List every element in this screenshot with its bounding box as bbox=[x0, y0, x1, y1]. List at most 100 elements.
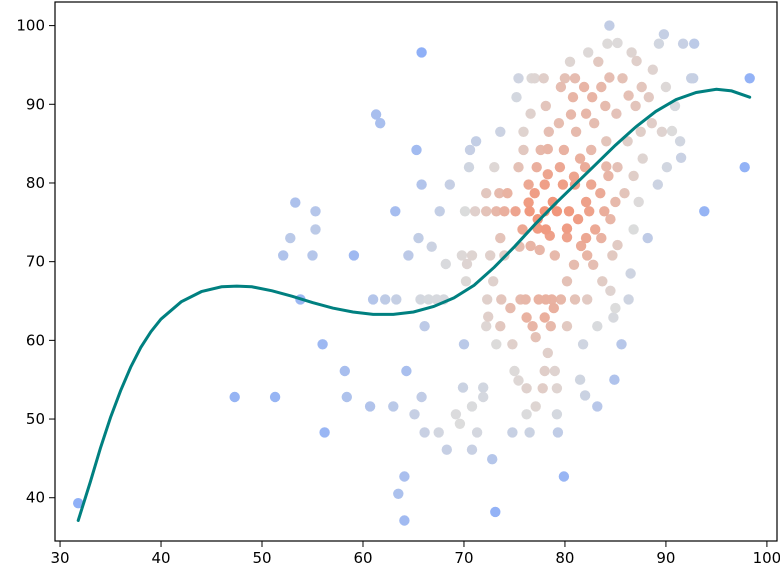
data-point bbox=[540, 224, 551, 235]
data-point bbox=[569, 73, 581, 84]
data-point bbox=[605, 285, 616, 296]
data-point bbox=[470, 136, 482, 147]
y-tick-label: 90 bbox=[26, 95, 45, 113]
data-point bbox=[364, 401, 376, 412]
data-point bbox=[505, 302, 516, 314]
y-tick-label: 100 bbox=[16, 17, 45, 35]
data-point bbox=[419, 321, 430, 332]
data-point bbox=[481, 188, 492, 199]
data-point bbox=[578, 81, 590, 93]
data-point bbox=[596, 232, 607, 244]
data-point bbox=[592, 321, 603, 332]
data-point bbox=[623, 294, 634, 305]
data-point bbox=[521, 409, 532, 420]
data-point bbox=[558, 144, 570, 156]
data-point bbox=[580, 232, 592, 244]
data-point bbox=[561, 321, 573, 332]
data-point bbox=[513, 375, 524, 386]
data-point bbox=[628, 170, 639, 182]
data-point bbox=[426, 241, 437, 252]
data-point bbox=[568, 259, 580, 270]
data-point bbox=[485, 250, 496, 261]
data-point bbox=[463, 162, 475, 173]
data-point bbox=[602, 38, 613, 49]
data-point bbox=[610, 302, 621, 314]
data-point bbox=[549, 250, 560, 261]
data-point bbox=[616, 339, 627, 350]
data-point bbox=[529, 73, 540, 84]
data-point bbox=[642, 232, 653, 244]
data-point bbox=[559, 73, 571, 84]
data-point bbox=[574, 153, 586, 164]
data-point bbox=[530, 332, 541, 343]
data-point bbox=[631, 55, 642, 67]
data-point bbox=[551, 409, 563, 420]
data-point bbox=[509, 365, 520, 377]
y-tick-label: 40 bbox=[26, 489, 45, 507]
data-point bbox=[460, 276, 472, 287]
data-point bbox=[601, 136, 612, 147]
data-point bbox=[575, 240, 587, 252]
data-point bbox=[542, 169, 553, 180]
data-point bbox=[495, 126, 506, 137]
data-point bbox=[409, 409, 420, 420]
data-point bbox=[609, 374, 620, 385]
data-point bbox=[367, 294, 379, 305]
data-point bbox=[699, 206, 710, 217]
data-point bbox=[317, 339, 328, 350]
data-point bbox=[666, 125, 678, 137]
data-point bbox=[656, 126, 668, 137]
data-point bbox=[393, 488, 404, 499]
data-point bbox=[524, 427, 535, 438]
data-point bbox=[612, 239, 623, 251]
scatter-points bbox=[73, 20, 755, 526]
x-tick-label: 60 bbox=[353, 549, 372, 567]
data-point bbox=[513, 73, 524, 84]
data-point bbox=[510, 206, 521, 217]
data-point bbox=[580, 196, 592, 208]
data-point bbox=[530, 401, 541, 412]
data-point bbox=[588, 259, 599, 270]
data-point bbox=[511, 92, 522, 103]
data-point bbox=[524, 206, 535, 217]
data-point bbox=[589, 118, 600, 129]
data-point bbox=[623, 90, 634, 101]
data-point bbox=[348, 250, 360, 261]
data-point bbox=[391, 294, 402, 305]
data-point bbox=[490, 506, 501, 518]
data-point bbox=[525, 108, 536, 119]
data-point bbox=[574, 374, 586, 385]
data-point bbox=[611, 108, 622, 119]
data-point bbox=[555, 81, 567, 93]
data-point bbox=[478, 382, 489, 393]
data-point bbox=[461, 258, 473, 270]
data-point bbox=[579, 390, 591, 401]
data-point bbox=[612, 162, 623, 173]
plot-frame bbox=[54, 1, 778, 542]
data-point bbox=[542, 347, 553, 359]
data-point bbox=[554, 162, 566, 173]
data-point bbox=[572, 214, 584, 225]
data-point bbox=[507, 339, 518, 350]
data-point bbox=[434, 206, 445, 217]
data-point bbox=[483, 311, 494, 322]
data-point bbox=[481, 206, 492, 217]
data-point bbox=[440, 258, 451, 270]
data-point bbox=[595, 188, 606, 199]
data-point bbox=[551, 383, 563, 394]
data-point bbox=[310, 206, 321, 217]
x-tick-label: 80 bbox=[555, 549, 574, 567]
data-point bbox=[499, 206, 510, 217]
data-point bbox=[441, 444, 452, 455]
data-point bbox=[604, 72, 615, 83]
data-point bbox=[603, 170, 614, 182]
data-point bbox=[617, 73, 628, 84]
data-point bbox=[579, 162, 591, 173]
data-point bbox=[540, 100, 551, 112]
data-point bbox=[307, 250, 318, 261]
data-point bbox=[531, 162, 542, 173]
data-point bbox=[517, 224, 528, 235]
data-point bbox=[593, 56, 604, 67]
data-point bbox=[569, 294, 581, 305]
